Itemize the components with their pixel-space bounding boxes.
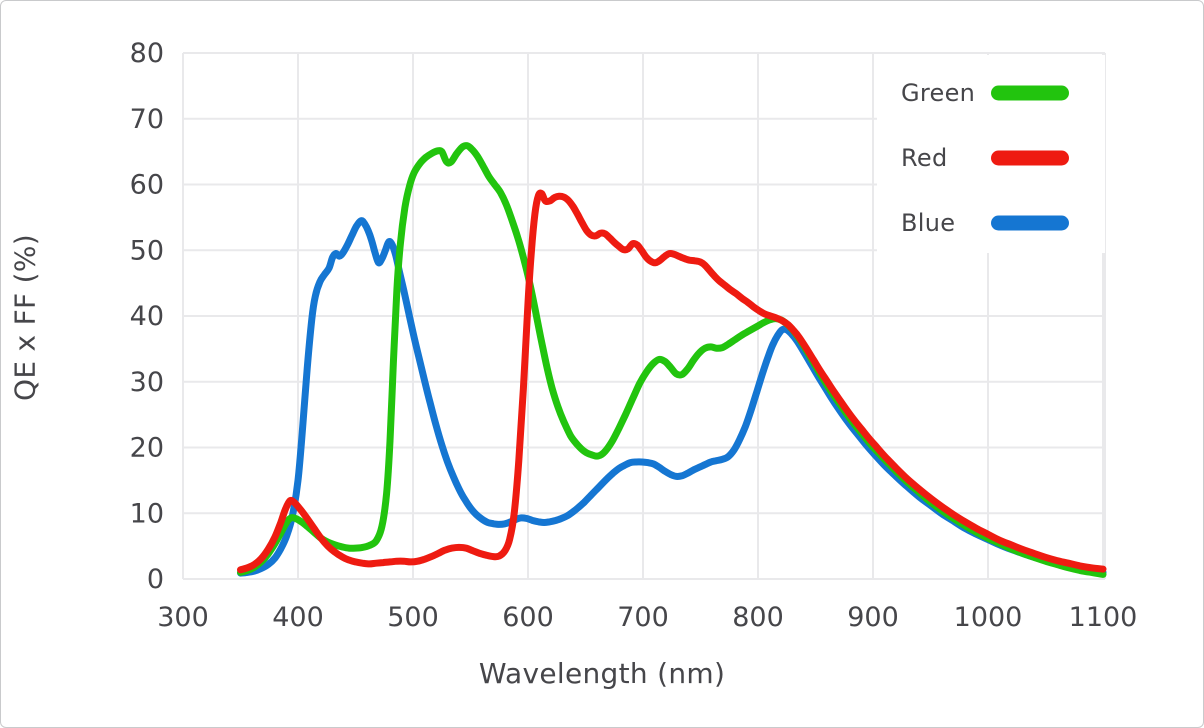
legend-entry-green: Green (877, 73, 1105, 113)
x-tick-label-1000: 1000 (954, 602, 1023, 633)
legend-label-red: Red (901, 144, 948, 172)
x-tick-label-1100: 1100 (1069, 602, 1138, 633)
y-tick-label-40: 40 (130, 301, 164, 332)
legend-entry-red: Red (877, 138, 1105, 178)
x-tick-label-500: 500 (387, 602, 439, 633)
x-tick-label-700: 700 (617, 602, 669, 633)
legend-swatch-red-icon (991, 150, 1069, 166)
x-tick-label-800: 800 (732, 602, 784, 633)
legend-entry-blue: Blue (877, 203, 1105, 243)
y-tick-label-60: 60 (130, 170, 164, 201)
legend-label-blue: Blue (901, 209, 956, 237)
x-tick-label-900: 900 (847, 602, 899, 633)
y-tick-label-80: 80 (130, 38, 164, 69)
y-tick-label-50: 50 (130, 235, 164, 266)
x-tick-label-600: 600 (502, 602, 554, 633)
y-tick-label-10: 10 (130, 498, 164, 529)
curve-blue (237, 217, 1107, 577)
y-tick-label-70: 70 (130, 104, 164, 135)
y-tick-label-20: 20 (130, 433, 164, 464)
legend-swatch-blue-icon (991, 215, 1069, 231)
y-tick-label-30: 30 (130, 367, 164, 398)
x-axis-title: Wavelength (nm) (478, 657, 726, 690)
y-tick-label-0: 0 (147, 564, 164, 595)
y-axis-title: QE x FF (%) (8, 234, 42, 401)
legend-label-green: Green (901, 79, 976, 107)
x-tick-label-400: 400 (272, 602, 324, 633)
curve-red (237, 189, 1107, 574)
legend-swatch-green-icon (991, 85, 1069, 101)
x-tick-label-300: 300 (157, 602, 209, 633)
legend: Green Red Blue (877, 55, 1105, 253)
